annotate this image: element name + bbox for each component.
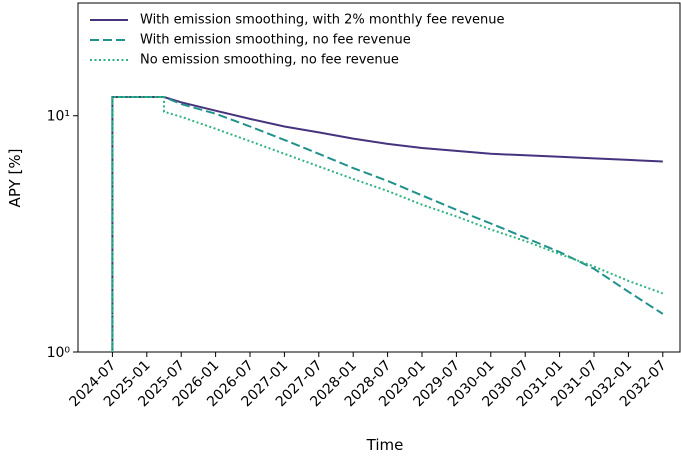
plot-frame	[77, 2, 681, 353]
series-line	[111, 96, 664, 352]
y-tick-label: 10¹	[47, 109, 70, 125]
y-tick-label: 10⁰	[47, 345, 71, 361]
legend-label: With emission smoothing, with 2% monthly…	[140, 13, 504, 28]
y-axis-label: APY [%]	[6, 149, 24, 208]
series-line	[111, 96, 663, 352]
series-line	[111, 96, 664, 352]
legend-label: No emission smoothing, no fee revenue	[140, 53, 399, 68]
legend-label: With emission smoothing, no fee revenue	[140, 33, 411, 48]
x-axis-label: Time	[366, 436, 404, 454]
